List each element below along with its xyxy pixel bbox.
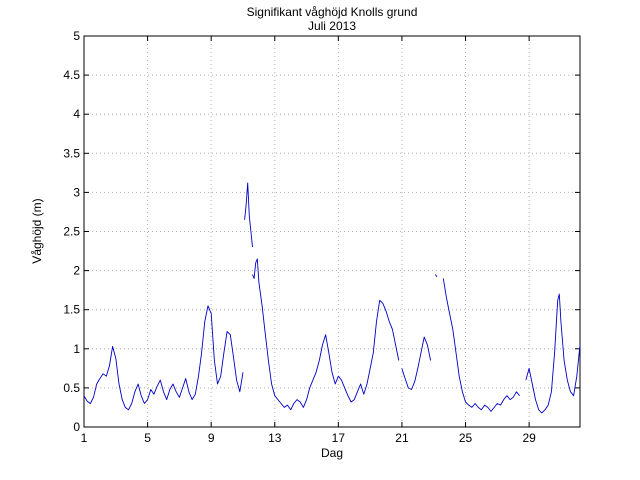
y-tick-label: 5 — [73, 29, 80, 43]
y-tick-label: 0.5 — [63, 381, 80, 395]
x-tick-label: 17 — [332, 431, 346, 445]
y-tick-label: 1.5 — [63, 303, 80, 317]
series-line-segment — [401, 336, 432, 390]
axis-ticks: 1 5 9 13 17 21 25 29 0 0.5 1 1.5 2 2.5 3 3.5 4 4.5 5 — [63, 29, 580, 445]
x-tick-label: 5 — [144, 431, 151, 445]
y-tick-label: 3.5 — [63, 146, 80, 160]
series-line-segment — [442, 278, 520, 412]
x-tick-label: 21 — [395, 431, 409, 445]
chart-title: Signifikant våghöjd Knolls grund — [247, 5, 418, 19]
series-line-segment — [434, 274, 438, 278]
y-tick-label: 3 — [73, 185, 80, 199]
series-line-segment — [525, 293, 581, 414]
series-line-segment — [83, 305, 244, 411]
x-tick-label: 1 — [81, 431, 88, 445]
y-tick-label: 4 — [73, 107, 80, 121]
series-line-segment — [244, 182, 253, 248]
series-lines — [83, 182, 581, 414]
y-axis-label: Våghöjd (m) — [30, 198, 44, 263]
grid-lines — [83, 36, 580, 427]
x-tick-label: 25 — [459, 431, 473, 445]
series-line-segment — [252, 258, 400, 411]
x-axis-label: Dag — [321, 446, 343, 460]
y-tick-label: 1 — [73, 342, 80, 356]
x-tick-label: 9 — [208, 431, 215, 445]
y-tick-label: 0 — [73, 420, 80, 434]
chart-subtitle: Juli 2013 — [308, 19, 356, 33]
y-tick-label: 2.5 — [63, 225, 80, 239]
y-tick-label: 4.5 — [63, 68, 80, 82]
y-tick-label: 2 — [73, 264, 80, 278]
x-tick-label: 13 — [268, 431, 282, 445]
x-tick-label: 29 — [522, 431, 536, 445]
